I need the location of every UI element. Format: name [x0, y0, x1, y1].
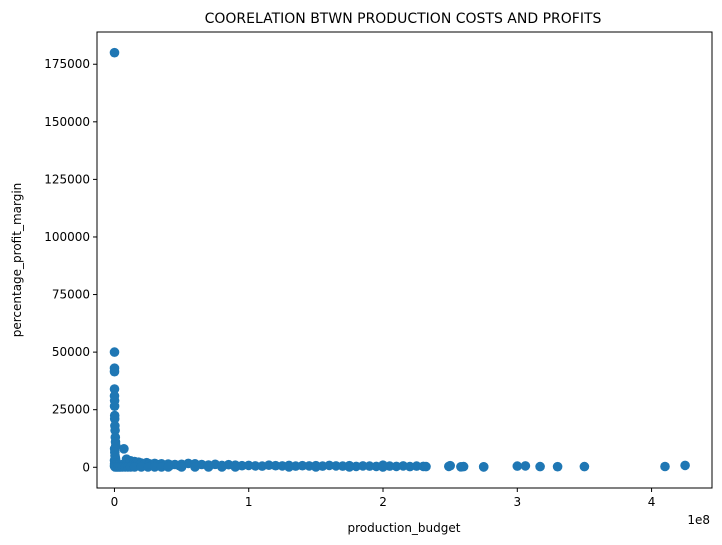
data-point — [421, 461, 431, 472]
x-axis-ticks: 0 1 2 3 4 — [111, 488, 656, 509]
data-point — [520, 461, 531, 471]
x-tick-label: 0 — [111, 495, 119, 509]
y-axis-ticks: 0 25000 50000 75000 100000 125000 150000 175000 — [44, 57, 97, 474]
x-tick-label: 1 — [245, 495, 253, 509]
x-tick-label: 2 — [379, 495, 387, 509]
data-point — [109, 366, 120, 377]
y-tick-label: 100000 — [44, 230, 90, 244]
x-axis-offset-label: 1e8 — [687, 513, 710, 527]
data-point — [217, 462, 227, 472]
data-point — [129, 462, 140, 472]
data-point — [109, 401, 120, 412]
plot-frame — [96, 31, 713, 489]
data-point — [163, 462, 173, 472]
data-point — [512, 461, 523, 471]
data-point — [109, 414, 120, 424]
y-tick-label: 175000 — [44, 57, 90, 71]
data-point — [297, 460, 308, 471]
data-point — [109, 384, 120, 394]
data-point — [109, 347, 120, 357]
y-tick-label: 150000 — [44, 115, 90, 129]
data-point — [358, 461, 368, 471]
data-point — [478, 462, 489, 472]
y-axis-label: percentage_profit_margin — [10, 183, 24, 338]
data-point — [190, 462, 200, 472]
data-point — [110, 425, 120, 436]
data-point — [680, 460, 690, 471]
data-points — [109, 47, 690, 472]
data-point — [143, 462, 153, 472]
data-point — [284, 462, 294, 472]
x-tick-label: 4 — [648, 495, 656, 509]
x-axis-label: production_budget — [348, 521, 461, 535]
data-point — [378, 462, 388, 472]
data-point — [109, 47, 120, 58]
y-tick-label: 0 — [82, 460, 90, 474]
y-tick-label: 50000 — [52, 345, 90, 359]
data-point — [136, 462, 147, 472]
data-point — [660, 461, 670, 472]
data-point — [176, 462, 187, 472]
chart-title: COORELATION BTWN PRODUCTION COSTS AND PR… — [205, 11, 602, 27]
data-point — [230, 462, 241, 472]
data-point — [535, 461, 545, 472]
data-point — [311, 462, 321, 472]
data-point — [156, 462, 167, 472]
y-tick-label: 125000 — [44, 172, 90, 186]
data-point — [331, 461, 341, 471]
y-tick-label: 75000 — [52, 288, 90, 302]
data-point — [203, 462, 214, 472]
data-point — [458, 461, 469, 472]
y-tick-label: 25000 — [52, 403, 90, 417]
data-point — [119, 444, 129, 454]
data-point — [270, 460, 281, 471]
data-point — [579, 461, 590, 472]
data-point — [552, 461, 563, 472]
data-point — [250, 461, 261, 471]
data-point — [149, 462, 160, 472]
data-point — [445, 460, 456, 471]
x-tick-label: 3 — [513, 495, 521, 509]
data-point — [344, 462, 355, 472]
